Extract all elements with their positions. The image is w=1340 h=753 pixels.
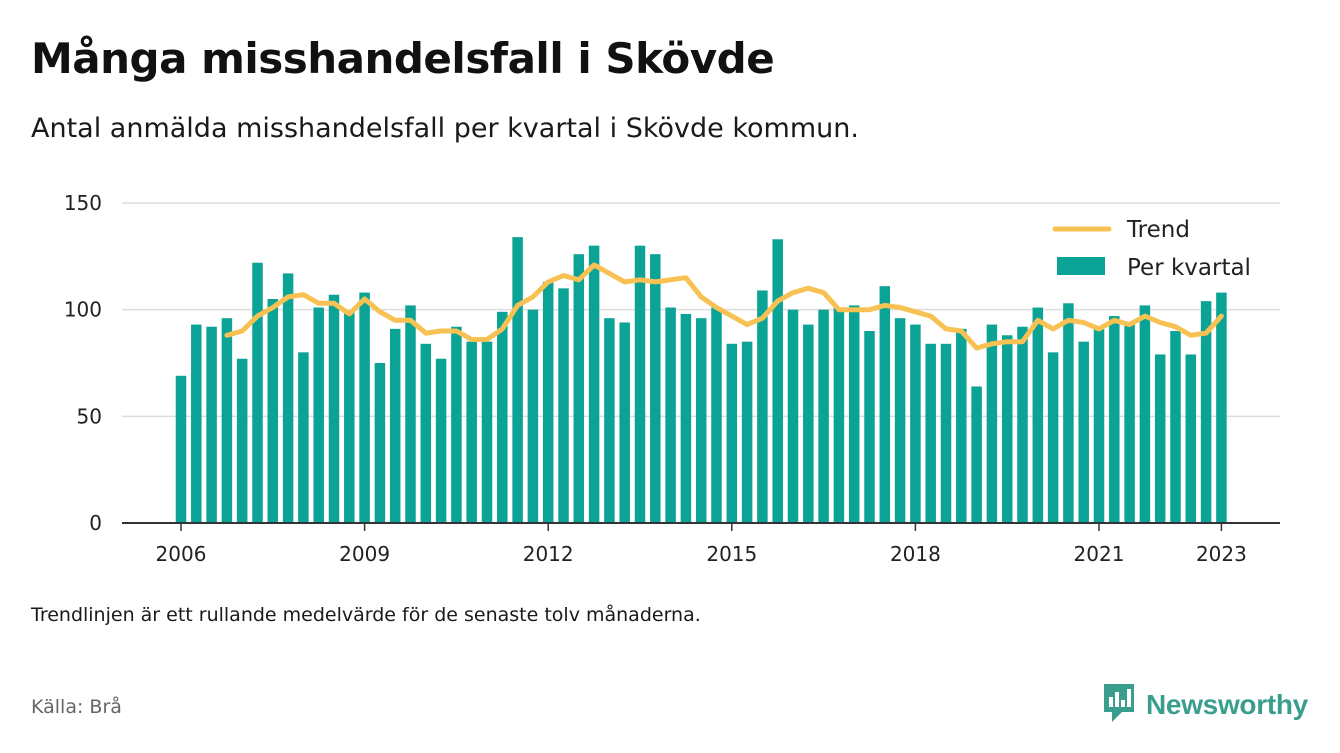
bar [818, 309, 829, 523]
bar [619, 322, 630, 523]
bar [344, 311, 355, 523]
legend-bar-swatch [1057, 257, 1105, 275]
bar [1139, 305, 1151, 523]
bar [680, 313, 692, 523]
bar [634, 245, 646, 523]
bar [986, 324, 998, 523]
newsworthy-logo-icon [1102, 682, 1136, 728]
brand-name: Newsworthy [1146, 689, 1308, 720]
bar [1216, 292, 1227, 523]
bar [604, 318, 615, 523]
bar [848, 305, 860, 523]
y-tick-label: 50 [77, 404, 102, 428]
bar [1047, 352, 1059, 523]
bar [1017, 326, 1028, 523]
bar [787, 309, 799, 523]
bar [420, 343, 432, 523]
chart-title: Många misshandelsfall i Skövde [31, 34, 775, 83]
bar [757, 290, 768, 523]
bar [282, 273, 294, 523]
x-tick-label: 2012 [523, 542, 574, 566]
y-axis-ticks: 0 50 100 150 [64, 191, 102, 535]
bar [1001, 335, 1013, 523]
bar [925, 343, 936, 523]
bar [650, 254, 661, 523]
bar [971, 386, 982, 523]
bar [741, 341, 753, 523]
bar [451, 326, 462, 523]
bar [1154, 354, 1166, 523]
legend-bar-label: Per kvartal [1127, 255, 1251, 281]
bar [374, 363, 386, 523]
bar [1063, 303, 1074, 523]
legend: Trend Per kvartal [1052, 217, 1251, 281]
bar [1109, 316, 1120, 523]
x-tick-label: 2021 [1074, 542, 1125, 566]
bar [940, 343, 952, 523]
bar [542, 281, 554, 523]
bar [726, 343, 738, 523]
chart-subtitle: Antal anmälda misshandelsfall per kvarta… [31, 113, 859, 144]
bar [711, 307, 722, 523]
bar [956, 328, 967, 523]
bar [1124, 324, 1135, 523]
bar [221, 318, 233, 523]
y-tick-label: 150 [64, 191, 102, 215]
x-tick-label: 2009 [339, 542, 390, 566]
bar [405, 305, 416, 523]
footnote: Trendlinjen är ett rullande medelvärde f… [31, 604, 701, 626]
bar-chart: 0 50 100 150 2006 2009 2012 2015 2018 2021 2023 T… [64, 191, 1280, 566]
bar [389, 328, 401, 523]
bar [359, 292, 370, 523]
x-tick-label: 2018 [890, 542, 941, 566]
bar [1185, 354, 1197, 523]
x-tick-label: 2023 [1196, 542, 1247, 566]
bar [206, 326, 217, 523]
bar [1170, 331, 1181, 523]
x-tick-label: 2006 [156, 542, 207, 566]
bar [481, 341, 493, 523]
bar [435, 358, 447, 523]
bar [1093, 328, 1105, 523]
y-tick-label: 100 [64, 298, 102, 322]
bar [252, 262, 263, 523]
bar [175, 375, 187, 523]
bar-series [175, 237, 1227, 523]
bar [894, 318, 906, 523]
x-axis-ticks: 2006 2009 2012 2015 2018 2021 2023 [156, 523, 1247, 566]
bar [772, 239, 783, 523]
bar [573, 254, 585, 523]
bar [1032, 307, 1044, 523]
bar [910, 324, 921, 523]
bar [527, 309, 539, 523]
bar [236, 358, 248, 523]
bar [191, 324, 202, 523]
source-credit: Källa: Brå [31, 696, 122, 718]
bar [558, 288, 569, 523]
bar [803, 324, 814, 523]
bar [1078, 341, 1089, 523]
bar [665, 307, 676, 523]
bar [1200, 301, 1212, 523]
bar [512, 237, 523, 523]
trend-line [224, 262, 1224, 351]
bar [833, 307, 845, 523]
bar [298, 352, 309, 523]
bar [879, 286, 891, 523]
bar [497, 311, 508, 523]
y-tick-label: 0 [89, 511, 102, 535]
bar [864, 331, 875, 523]
bar [313, 307, 324, 523]
bar [588, 245, 600, 523]
bar [328, 294, 340, 523]
bar [695, 318, 707, 523]
bar [466, 341, 477, 523]
legend-trend-label: Trend [1126, 217, 1190, 243]
x-tick-label: 2015 [706, 542, 757, 566]
brand-logo[interactable]: Newsworthy [1102, 682, 1308, 728]
bar [267, 299, 279, 523]
